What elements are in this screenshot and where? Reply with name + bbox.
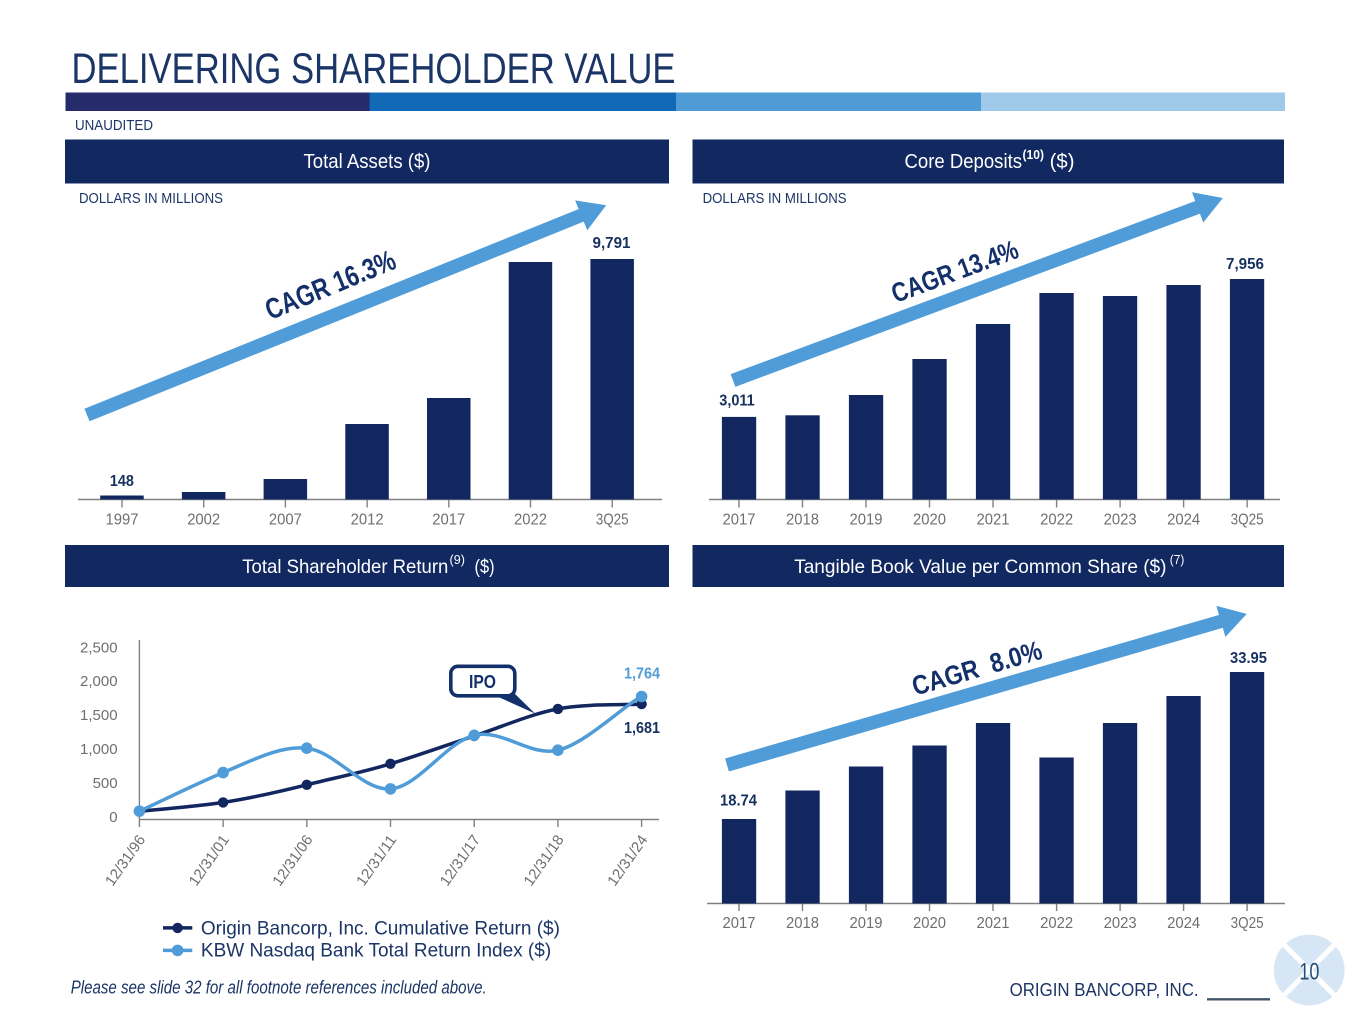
svg-text:($): ($)	[470, 556, 495, 578]
svg-text:Please see slide 32 for all fo: Please see slide 32 for all footnote ref…	[71, 978, 487, 998]
svg-text:(7): (7)	[1170, 553, 1185, 567]
svg-text:2022: 2022	[1040, 512, 1073, 529]
svg-text:148: 148	[110, 473, 134, 490]
svg-text:1997: 1997	[106, 512, 139, 529]
svg-text:2020: 2020	[913, 915, 946, 932]
svg-text:3,011: 3,011	[719, 393, 755, 410]
svg-text:Core Deposits: Core Deposits	[905, 150, 1023, 173]
svg-text:2022: 2022	[514, 512, 547, 529]
svg-text:Tangible Book Value per Common: Tangible Book Value per Common Share ($)	[794, 556, 1166, 578]
svg-text:2017: 2017	[723, 915, 756, 932]
svg-text:2023: 2023	[1104, 915, 1137, 932]
svg-text:2024: 2024	[1167, 915, 1200, 932]
svg-text:1,000: 1,000	[80, 741, 118, 758]
svg-text:2017: 2017	[723, 512, 756, 529]
svg-text:3Q25: 3Q25	[1231, 512, 1264, 529]
svg-text:(9): (9)	[450, 553, 465, 567]
svg-text:(10): (10)	[1023, 147, 1045, 162]
svg-text:18.74: 18.74	[720, 793, 757, 810]
svg-text:IPO: IPO	[469, 671, 496, 692]
svg-text:12/31/11: 12/31/11	[353, 832, 400, 889]
svg-text:Total Assets ($): Total Assets ($)	[304, 150, 431, 173]
svg-text:2,500: 2,500	[80, 639, 118, 656]
svg-text:2023: 2023	[1104, 512, 1137, 529]
svg-text:0: 0	[109, 809, 117, 826]
svg-text:DELIVERING SHAREHOLDER VALUE: DELIVERING SHAREHOLDER VALUE	[72, 45, 676, 93]
svg-text:DOLLARS IN MILLIONS: DOLLARS IN MILLIONS	[79, 190, 223, 207]
svg-text:1,681: 1,681	[624, 720, 660, 737]
svg-text:2017: 2017	[432, 512, 465, 529]
svg-text:12/31/18: 12/31/18	[520, 832, 567, 889]
svg-text:UNAUDITED: UNAUDITED	[75, 118, 153, 134]
svg-text:DOLLARS IN MILLIONS: DOLLARS IN MILLIONS	[703, 190, 847, 207]
svg-text:($): ($)	[1044, 150, 1075, 173]
svg-text:2018: 2018	[786, 915, 819, 932]
svg-text:KBW Nasdaq Bank Total Return I: KBW Nasdaq Bank Total Return Index ($)	[201, 941, 551, 962]
svg-text:2019: 2019	[850, 915, 883, 932]
svg-text:Origin Bancorp, Inc. Cumulativ: Origin Bancorp, Inc. Cumulative Return (…	[201, 918, 560, 939]
svg-text:1,500: 1,500	[80, 707, 118, 724]
svg-text:2022: 2022	[1040, 915, 1073, 932]
svg-text:500: 500	[93, 775, 118, 792]
svg-text:33.95: 33.95	[1230, 650, 1267, 667]
svg-text:9,791: 9,791	[593, 235, 631, 252]
svg-text:12/31/24: 12/31/24	[604, 832, 651, 889]
svg-text:2021: 2021	[977, 512, 1010, 529]
svg-text:3Q25: 3Q25	[596, 512, 629, 529]
svg-text:2012: 2012	[351, 512, 384, 529]
svg-text:2007: 2007	[269, 512, 302, 529]
svg-text:2021: 2021	[977, 915, 1010, 932]
svg-text:Total Shareholder Return: Total Shareholder Return	[242, 556, 448, 578]
svg-text:2020: 2020	[913, 512, 946, 529]
svg-text:1,764: 1,764	[624, 666, 660, 683]
svg-text:2002: 2002	[187, 512, 220, 529]
svg-text:12/31/96: 12/31/96	[102, 832, 149, 889]
svg-text:ORIGIN BANCORP, INC.: ORIGIN BANCORP, INC.	[1010, 980, 1199, 1000]
svg-text:12/31/01: 12/31/01	[186, 832, 233, 889]
svg-text:2,000: 2,000	[80, 673, 118, 690]
svg-text:2024: 2024	[1167, 512, 1200, 529]
svg-text:7,956: 7,956	[1226, 256, 1264, 273]
svg-text:10: 10	[1299, 959, 1319, 986]
svg-text:2018: 2018	[786, 512, 819, 529]
svg-text:12/31/06: 12/31/06	[269, 832, 316, 889]
svg-text:2019: 2019	[850, 512, 883, 529]
svg-text:12/31/17: 12/31/17	[437, 832, 484, 889]
svg-text:3Q25: 3Q25	[1231, 915, 1264, 932]
